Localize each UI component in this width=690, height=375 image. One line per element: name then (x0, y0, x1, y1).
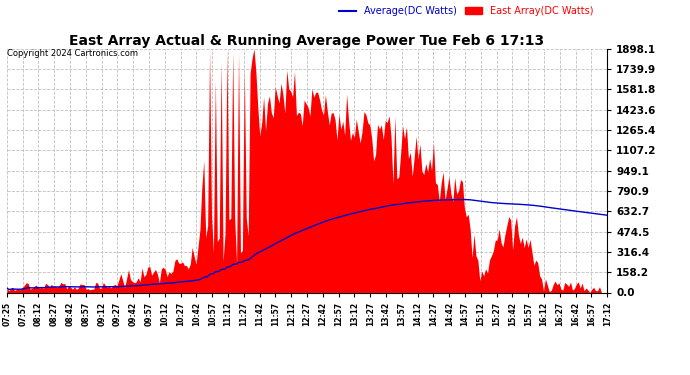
Text: Copyright 2024 Cartronics.com: Copyright 2024 Cartronics.com (7, 49, 138, 58)
Legend: Average(DC Watts), East Array(DC Watts): Average(DC Watts), East Array(DC Watts) (339, 6, 593, 16)
Title: East Array Actual & Running Average Power Tue Feb 6 17:13: East Array Actual & Running Average Powe… (70, 34, 544, 48)
